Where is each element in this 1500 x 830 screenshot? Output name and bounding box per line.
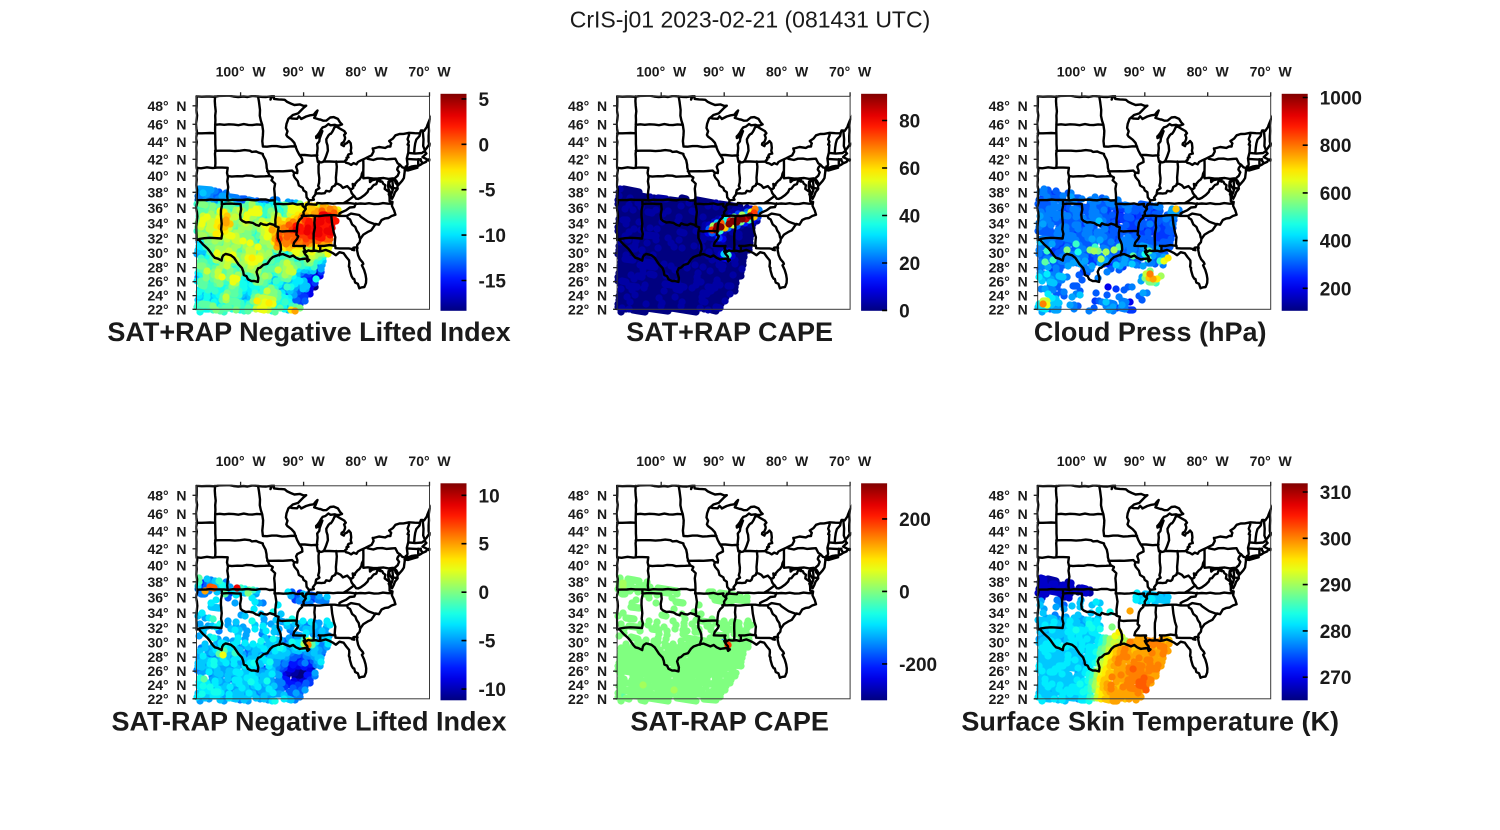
svg-text:10: 10 [479, 486, 500, 507]
svg-text:0: 0 [899, 582, 910, 603]
svg-text:-200: -200 [899, 655, 937, 676]
svg-text:Surface Skin Temperature (K): Surface Skin Temperature (K) [961, 707, 1339, 737]
svg-text:SAT-RAP CAPE: SAT-RAP CAPE [630, 707, 829, 737]
svg-text:400: 400 [1320, 232, 1352, 253]
svg-text:Cloud Press (hPa): Cloud Press (hPa) [1034, 317, 1267, 347]
svg-text:300: 300 [1320, 529, 1352, 550]
svg-text:-10: -10 [479, 226, 506, 247]
svg-text:290: 290 [1320, 576, 1352, 597]
svg-text:0: 0 [479, 135, 490, 156]
svg-text:SAT+RAP Negative Lifted Index: SAT+RAP Negative Lifted Index [107, 317, 510, 347]
svg-text:5: 5 [479, 90, 490, 111]
svg-text:-5: -5 [479, 181, 496, 202]
svg-text:CrIS-j01 2023-02-21 (081431 UT: CrIS-j01 2023-02-21 (081431 UTC) [570, 7, 931, 33]
svg-text:270: 270 [1320, 668, 1352, 689]
svg-text:0: 0 [899, 301, 910, 322]
svg-text:60: 60 [899, 159, 920, 180]
svg-text:800: 800 [1320, 136, 1352, 157]
svg-text:5: 5 [479, 535, 490, 556]
svg-text:-5: -5 [479, 632, 496, 653]
svg-text:40: 40 [899, 207, 920, 228]
svg-text:80: 80 [899, 112, 920, 133]
svg-text:0: 0 [479, 583, 490, 604]
svg-text:280: 280 [1320, 622, 1352, 643]
svg-text:-15: -15 [479, 272, 507, 293]
svg-text:600: 600 [1320, 184, 1352, 205]
svg-text:310: 310 [1320, 483, 1352, 504]
svg-text:200: 200 [899, 510, 931, 531]
svg-text:20: 20 [899, 254, 920, 275]
svg-text:-10: -10 [479, 680, 506, 701]
svg-text:SAT+RAP CAPE: SAT+RAP CAPE [626, 317, 833, 347]
svg-text:SAT-RAP Negative Lifted Index: SAT-RAP Negative Lifted Index [111, 707, 506, 737]
svg-text:200: 200 [1320, 279, 1352, 300]
svg-text:1000: 1000 [1320, 89, 1362, 110]
